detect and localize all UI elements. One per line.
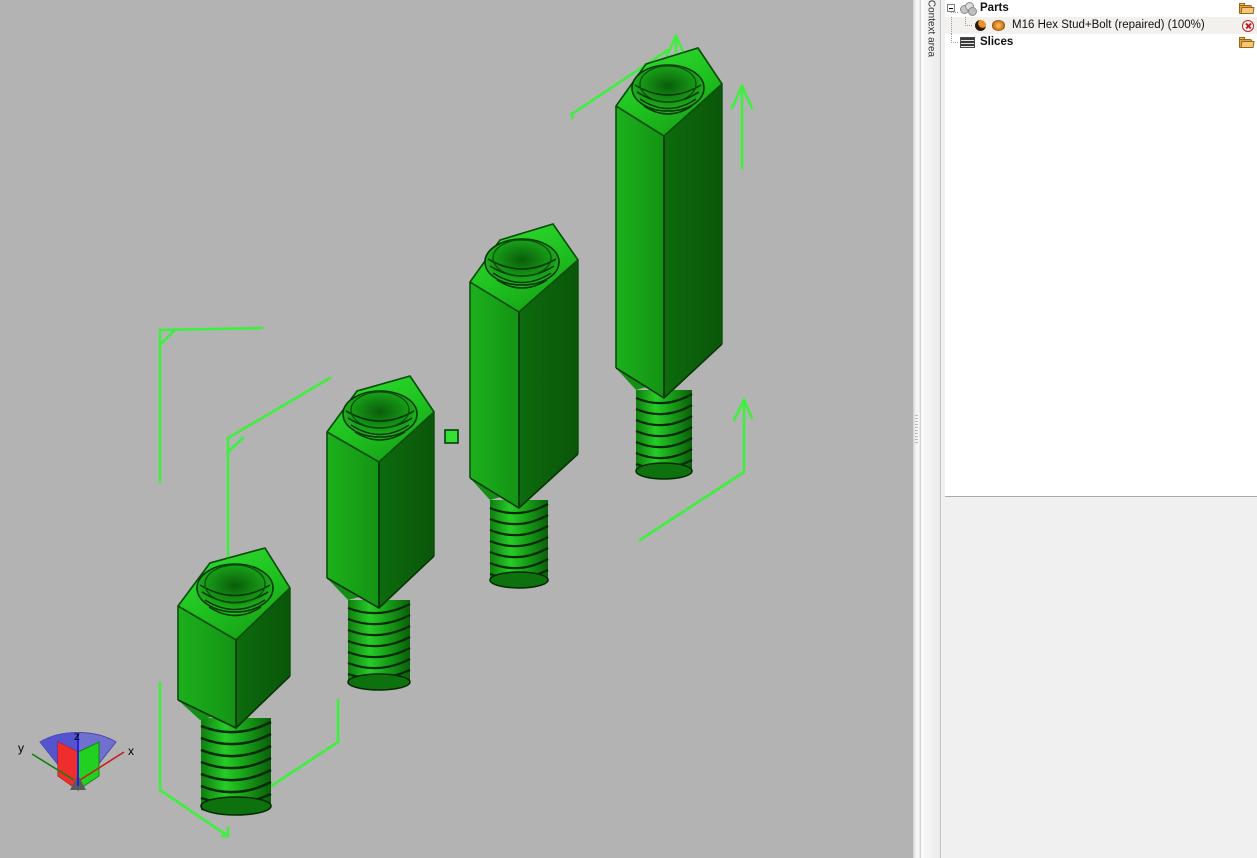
splitter-grip[interactable] — [915, 415, 918, 445]
context-area-tab[interactable]: Context area — [921, 0, 941, 858]
part-hex-stud-bolt-1[interactable] — [176, 547, 291, 816]
tree-label-part: M16 Hex Stud+Bolt (repaired) (100%) — [1012, 19, 1205, 31]
axis-label-x: x — [128, 744, 134, 758]
panel-splitter[interactable] — [913, 0, 921, 858]
parts-cluster-icon — [959, 0, 977, 17]
right-panel: Parts M16 Hex Stud+Bolt (repaired) (100%… — [941, 0, 1257, 858]
3d-viewport[interactable]: z x y — [0, 0, 913, 858]
tree-row-slices[interactable]: Slices — [945, 34, 1257, 51]
tree-indent — [959, 17, 973, 34]
part-hex-stud-bolt-2[interactable] — [325, 375, 435, 691]
delete-icon[interactable] — [1242, 20, 1254, 32]
folder-icon[interactable] — [1239, 3, 1255, 15]
parts-tree[interactable]: Parts M16 Hex Stud+Bolt (repaired) (100%… — [945, 0, 1257, 497]
context-area-tab-label: Context area — [925, 0, 937, 58]
part-ball-icon — [973, 17, 991, 34]
axis-label-z: z — [74, 729, 80, 743]
tree-label-parts: Parts — [980, 2, 1009, 14]
rotation-center-marker — [444, 429, 459, 444]
tree-label-slices: Slices — [980, 36, 1014, 48]
part-hex-stud-bolt-3[interactable] — [468, 223, 579, 589]
axis-label-y: y — [18, 741, 24, 755]
folder-icon-slices[interactable] — [1239, 37, 1255, 49]
tree-line-spacer — [945, 17, 959, 34]
expand-collapse-toggle-parts[interactable] — [945, 0, 959, 17]
eye-icon[interactable] — [991, 17, 1009, 34]
tree-line-spacer-2 — [945, 34, 959, 51]
tree-row-parts[interactable]: Parts — [945, 0, 1257, 17]
tree-row-part-item[interactable]: M16 Hex Stud+Bolt (repaired) (100%) — [945, 17, 1257, 34]
viewport-canvas[interactable]: z x y — [0, 0, 913, 858]
slices-icon — [959, 34, 977, 51]
part-hex-stud-bolt-4[interactable] — [614, 47, 723, 480]
axis-gizmo[interactable]: z x y — [18, 729, 134, 791]
